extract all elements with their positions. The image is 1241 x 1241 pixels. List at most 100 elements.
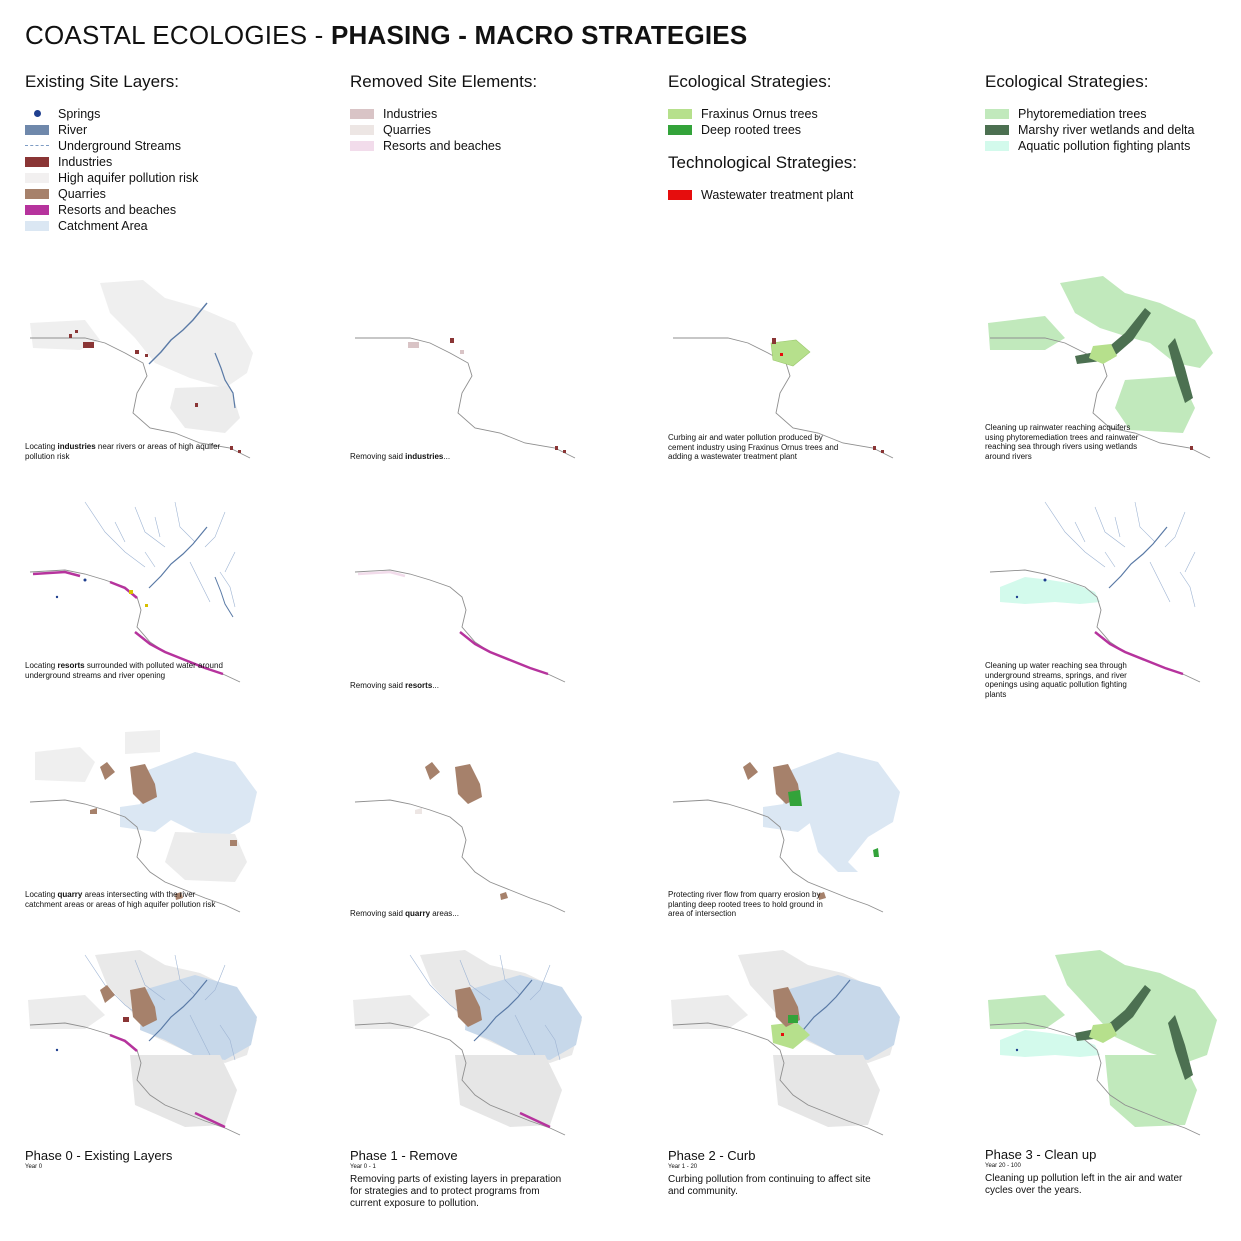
marsh-swatch	[985, 125, 1009, 135]
map-phase-0	[28, 950, 257, 1136]
caption-text: Removing said	[350, 452, 406, 461]
caption-r3-curb: Protecting river flow from quarry erosio…	[668, 890, 838, 919]
legend-label: Industries	[58, 155, 113, 169]
legend-heading: Technological Strategies:	[668, 153, 858, 172]
map-r2-existing-resorts	[29, 501, 241, 683]
legend-label: Resorts and beaches	[383, 139, 502, 153]
legend-label: Resorts and beaches	[58, 203, 177, 217]
map-phase-1	[353, 950, 582, 1136]
legend-item-phyto: Phytoremediation trees	[985, 106, 1148, 122]
map-r2-remove-resorts	[354, 569, 566, 683]
legend-removed: Removed Site Elements: Industries Quarri…	[350, 72, 537, 154]
legend-heading: Ecological Strategies:	[985, 72, 1149, 91]
legend-item-quarries: Quarries	[25, 186, 179, 202]
deep-rooted-swatch	[668, 125, 692, 135]
caption-r1-cleanup: Cleaning up rainwater reaching acquifers…	[985, 423, 1150, 461]
caption-text: Removing said	[350, 681, 406, 690]
legend-label: Marshy river wetlands and delta	[1018, 123, 1195, 137]
legend-label: Wastewater treatment plant	[701, 188, 854, 202]
stream-dash-swatch	[25, 145, 49, 146]
title-bold: PHASING - MACRO STRATEGIES	[330, 20, 748, 50]
caption-text: Cleaning up rainwater reaching acquifers…	[985, 423, 1139, 461]
map-r3-curb-quarries	[672, 752, 900, 913]
legend-item-industries: Industries	[25, 154, 179, 170]
removed-resort-swatch	[350, 141, 374, 151]
legend-item-marsh: Marshy river wetlands and delta	[985, 122, 1194, 138]
phase-2-caption: Phase 2 - Curb Year 1 - 20 Curbing pollu…	[668, 1148, 898, 1198]
legend-item-resorts: Resorts and beaches	[25, 202, 179, 218]
resort-swatch	[25, 205, 49, 215]
legend-ecological-2: Ecological Strategies: Phytoremediation …	[985, 72, 1194, 154]
caption-keyword: resorts	[405, 681, 433, 690]
catchment-swatch	[25, 221, 49, 231]
removed-quarry-swatch	[350, 125, 374, 135]
wwtp-swatch	[668, 190, 692, 200]
map-r3-remove-quarries	[354, 762, 566, 913]
caption-text: areas...	[430, 909, 459, 918]
phase-title: Phase 1 - Remove	[350, 1148, 458, 1163]
legend-heading: Ecological Strategies:	[668, 72, 832, 91]
map-r1-remove-industries	[355, 337, 576, 459]
map-r1-existing-industries	[30, 280, 253, 459]
legend-item-river: River	[25, 122, 179, 138]
caption-text: surrounded with polluted water around un…	[25, 661, 223, 680]
legend-label: Catchment Area	[58, 219, 148, 233]
map-phase-2	[671, 950, 900, 1136]
caption-keyword: quarry	[57, 890, 83, 899]
caption-text: Locating	[25, 890, 58, 899]
legend-label: Aquatic pollution fighting plants	[1018, 139, 1191, 153]
caption-text: areas intersecting with the river catchm…	[25, 890, 216, 909]
legend-label: Underground Streams	[58, 139, 181, 153]
legend-heading: Removed Site Elements:	[350, 72, 538, 91]
legend-item-fraxinus: Fraxinus Ornus trees	[668, 106, 831, 122]
caption-r1-existing: Locating industries near rivers or areas…	[25, 442, 225, 461]
legend-item-wwtp: Wastewater treatment plant	[668, 187, 857, 203]
legend-label: Quarries	[58, 187, 106, 201]
phase-description: Removing parts of existing layers in pre…	[350, 1174, 562, 1209]
legend-label: Deep rooted trees	[701, 123, 802, 137]
caption-r2-existing: Locating resorts surrounded with pollute…	[25, 661, 225, 680]
legend-item-deep-rooted: Deep rooted trees	[668, 122, 831, 138]
legend-label: Quarries	[383, 123, 431, 137]
industry-swatch	[25, 157, 49, 167]
removed-industry-swatch	[350, 109, 374, 119]
caption-r2-remove: Removing said resorts...	[350, 681, 550, 691]
legend-item-streams: Underground Streams	[25, 138, 181, 154]
title-regular: COASTAL ECOLOGIES -	[25, 20, 331, 50]
caption-text: Locating	[25, 661, 58, 670]
legend-item-removed-quarries: Quarries	[350, 122, 537, 138]
caption-keyword: industries	[405, 452, 444, 461]
river-swatch	[25, 125, 49, 135]
caption-keyword: quarry	[405, 909, 431, 918]
map-phase-3	[988, 950, 1217, 1136]
map-r1-curb-industries	[673, 337, 894, 459]
aquifer-swatch	[25, 173, 49, 183]
page-title: COASTAL ECOLOGIES - PHASING - MACRO STRA…	[25, 20, 747, 51]
map-r3-existing-quarries	[29, 730, 257, 913]
spring-dot-swatch	[34, 110, 41, 117]
caption-keyword: industries	[57, 442, 96, 451]
phase-description: Cleaning up pollution left in the air an…	[985, 1173, 1183, 1196]
phase-3-caption: Phase 3 - Clean up Year 20 - 100 Cleanin…	[985, 1147, 1215, 1197]
legend-item-removed-resorts: Resorts and beaches	[350, 138, 537, 154]
aquatic-swatch	[985, 141, 1009, 151]
phase-title: Phase 0 - Existing Layers	[25, 1148, 173, 1163]
phase-years: Year 0 - 1	[350, 1164, 376, 1170]
legend-existing: Existing Site Layers: Springs River Unde…	[25, 72, 198, 234]
phase-title: Phase 2 - Curb	[668, 1148, 756, 1163]
phase-0-caption: Phase 0 - Existing Layers Year 0	[25, 1148, 255, 1170]
legend-item-removed-industries: Industries	[350, 106, 537, 122]
caption-r3-existing: Locating quarry areas intersecting with …	[25, 890, 225, 909]
caption-text: Curbing air and water pollution produced…	[668, 433, 839, 461]
caption-r2-cleanup: Cleaning up water reaching sea through u…	[985, 661, 1150, 699]
caption-r1-curb: Curbing air and water pollution produced…	[668, 433, 843, 462]
caption-r1-remove: Removing said industries...	[350, 452, 550, 462]
legend-item-aquifer: High aquifer pollution risk	[25, 170, 198, 186]
map-r1-cleanup-industries	[988, 276, 1213, 459]
caption-r3-remove: Removing said quarry areas...	[350, 909, 550, 919]
caption-text: near rivers or areas of high aquifer pol…	[25, 442, 221, 461]
caption-keyword: resorts	[57, 661, 85, 670]
phase-description: Curbing pollution from continuing to aff…	[668, 1174, 871, 1197]
caption-text: Locating	[25, 442, 58, 451]
caption-text: Removing said	[350, 909, 406, 918]
